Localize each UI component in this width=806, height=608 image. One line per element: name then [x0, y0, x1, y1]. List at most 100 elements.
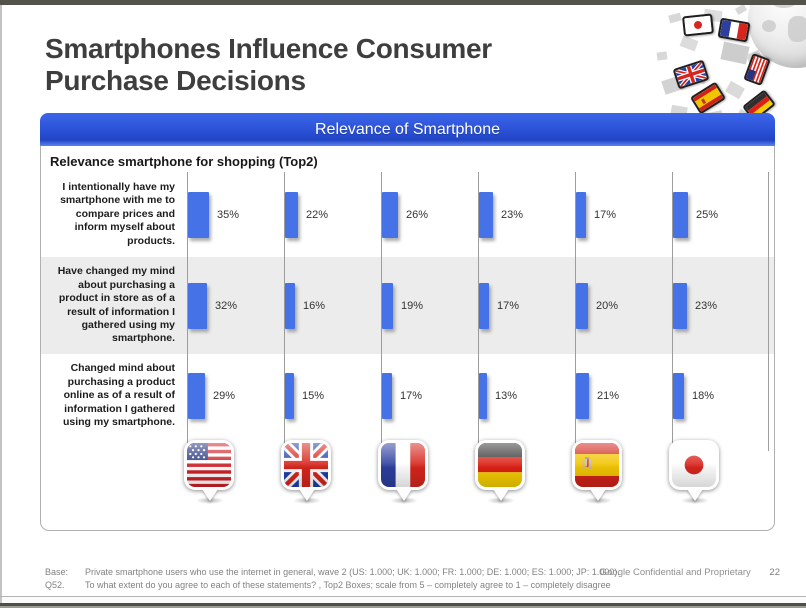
- chart-row: Changed mind about purchasing a product …: [41, 354, 774, 438]
- bar-value-label: 17%: [594, 208, 617, 221]
- confidential-text: Google Confidential and Proprietary: [599, 567, 751, 578]
- us-mini-flag-icon: [743, 53, 771, 86]
- bar-uk: [285, 282, 295, 329]
- bar-cell-de: 23%: [478, 172, 575, 257]
- bar-cell-uk: 22%: [284, 172, 381, 257]
- bar-jp: [673, 373, 684, 419]
- bar-value-label: 21%: [597, 390, 620, 402]
- bar-de: [479, 191, 493, 238]
- bar-cell-de: 13%: [478, 354, 575, 438]
- bar-cell-jp: 18%: [672, 354, 769, 438]
- jp-mini-flag-icon: [682, 13, 714, 37]
- bar-value-label: 16%: [303, 299, 326, 312]
- bar-de: [479, 282, 489, 329]
- bar-value-label: 20%: [596, 299, 619, 312]
- bar-es: [576, 373, 589, 419]
- bar-value-label: 25%: [696, 208, 719, 221]
- chart-row: I intentionally have my smartphone with …: [41, 172, 774, 257]
- bar-value-label: 26%: [406, 208, 429, 221]
- bar-fr: [382, 282, 393, 329]
- bar-fr: [382, 373, 392, 419]
- slide-title-line2: Purchase Decisions: [45, 65, 306, 97]
- fr-mini-flag-icon: [717, 17, 751, 43]
- bar-jp: [673, 191, 688, 238]
- bar-value-label: 17%: [497, 299, 520, 312]
- es-flag-pin-icon: [572, 438, 624, 504]
- statement-label: Changed mind about purchasing a product …: [62, 362, 175, 429]
- bar-value-label: 22%: [306, 208, 329, 221]
- bar-value-label: 23%: [501, 208, 524, 221]
- bar-us: [188, 373, 205, 419]
- footnote-base-label: Base:: [45, 567, 69, 577]
- chart-panel: Relevance smartphone for shopping (Top2)…: [40, 146, 775, 531]
- bar-cell-us: 32%: [187, 257, 284, 354]
- bar-cell-fr: 26%: [381, 172, 478, 257]
- bar-value-label: 13%: [495, 390, 518, 402]
- window-bottom-shadow: [0, 606, 806, 608]
- bar-cell-jp: 23%: [672, 257, 769, 354]
- bar-cell-jp: 25%: [672, 172, 769, 257]
- bar-value-label: 35%: [217, 208, 240, 221]
- us-flag-pin-icon: [184, 438, 236, 504]
- bar-value-label: 29%: [213, 390, 236, 402]
- page-gap: [0, 597, 806, 603]
- bar-us: [188, 282, 207, 329]
- bar-cell-us: 35%: [187, 172, 284, 257]
- bar-cell-fr: 19%: [381, 257, 478, 354]
- bar-cell-us: 29%: [187, 354, 284, 438]
- bar-cell-es: 17%: [575, 172, 672, 257]
- bar-cell-uk: 16%: [284, 257, 381, 354]
- bar-uk: [285, 191, 298, 238]
- flags-row: [41, 438, 774, 504]
- bar-es: [576, 282, 588, 329]
- flag-cell-fr: [378, 438, 478, 504]
- bar-cell-es: 21%: [575, 354, 672, 438]
- bar-value-label: 19%: [401, 299, 424, 312]
- window-top-edge: [0, 0, 806, 5]
- footnote-base-text: Private smartphone users who use the int…: [85, 567, 620, 577]
- page-number: 22: [769, 567, 780, 578]
- window-left-edge: [0, 5, 2, 608]
- flag-cell-uk: [281, 438, 381, 504]
- jp-flag-pin-icon: [669, 438, 721, 504]
- chart-subtitle: Relevance smartphone for shopping (Top2): [50, 154, 318, 169]
- slide-bottom-border: [0, 596, 806, 597]
- bar-jp: [673, 282, 687, 329]
- bar-cell-uk: 15%: [284, 354, 381, 438]
- statement-label: I intentionally have my smartphone with …: [60, 180, 175, 247]
- fr-flag-pin-icon: [378, 438, 430, 504]
- bar-uk: [285, 373, 294, 419]
- bar-fr: [382, 191, 398, 238]
- bar-us: [188, 191, 209, 238]
- es-mini-flag-icon: [689, 81, 727, 115]
- bar-cell-fr: 17%: [381, 354, 478, 438]
- chart-row: Have changed my mind about purchasing a …: [41, 257, 774, 354]
- slide-title: Smartphones Influence Consumer Purchase …: [45, 33, 492, 98]
- bar-value-label: 23%: [695, 299, 718, 312]
- confidential-footer: Google Confidential and Proprietary 22: [600, 567, 780, 578]
- slide-title-line1: Smartphones Influence Consumer: [45, 33, 492, 64]
- bar-es: [576, 191, 586, 238]
- footnote-q-text: To what extent do you agree to each of t…: [85, 579, 611, 590]
- footnote: Base: Private smartphone users who use t…: [45, 566, 620, 591]
- bar-value-label: 18%: [692, 390, 715, 402]
- flags-globe-collage: [631, 0, 806, 150]
- flag-cell-es: [572, 438, 672, 504]
- flag-cell-jp: [669, 438, 769, 504]
- de-flag-pin-icon: [475, 438, 527, 504]
- bar-de: [479, 373, 487, 419]
- bar-value-label: 17%: [400, 390, 423, 402]
- bar-cell-es: 20%: [575, 257, 672, 354]
- bar-chart: I intentionally have my smartphone with …: [41, 172, 774, 451]
- flag-cell-de: [475, 438, 575, 504]
- section-banner: Relevance of Smartphone: [40, 113, 775, 146]
- bar-cell-de: 17%: [478, 257, 575, 354]
- uk-flag-pin-icon: [281, 438, 333, 504]
- flag-cell-us: [184, 438, 284, 504]
- window-bottom-edge: [0, 603, 806, 606]
- statement-label: Have changed my mind about purchasing a …: [57, 265, 175, 345]
- footnote-q-label: Q52.: [45, 579, 65, 590]
- bar-value-label: 32%: [215, 299, 238, 312]
- bar-value-label: 15%: [302, 390, 325, 402]
- uk-mini-flag-icon: [672, 59, 710, 90]
